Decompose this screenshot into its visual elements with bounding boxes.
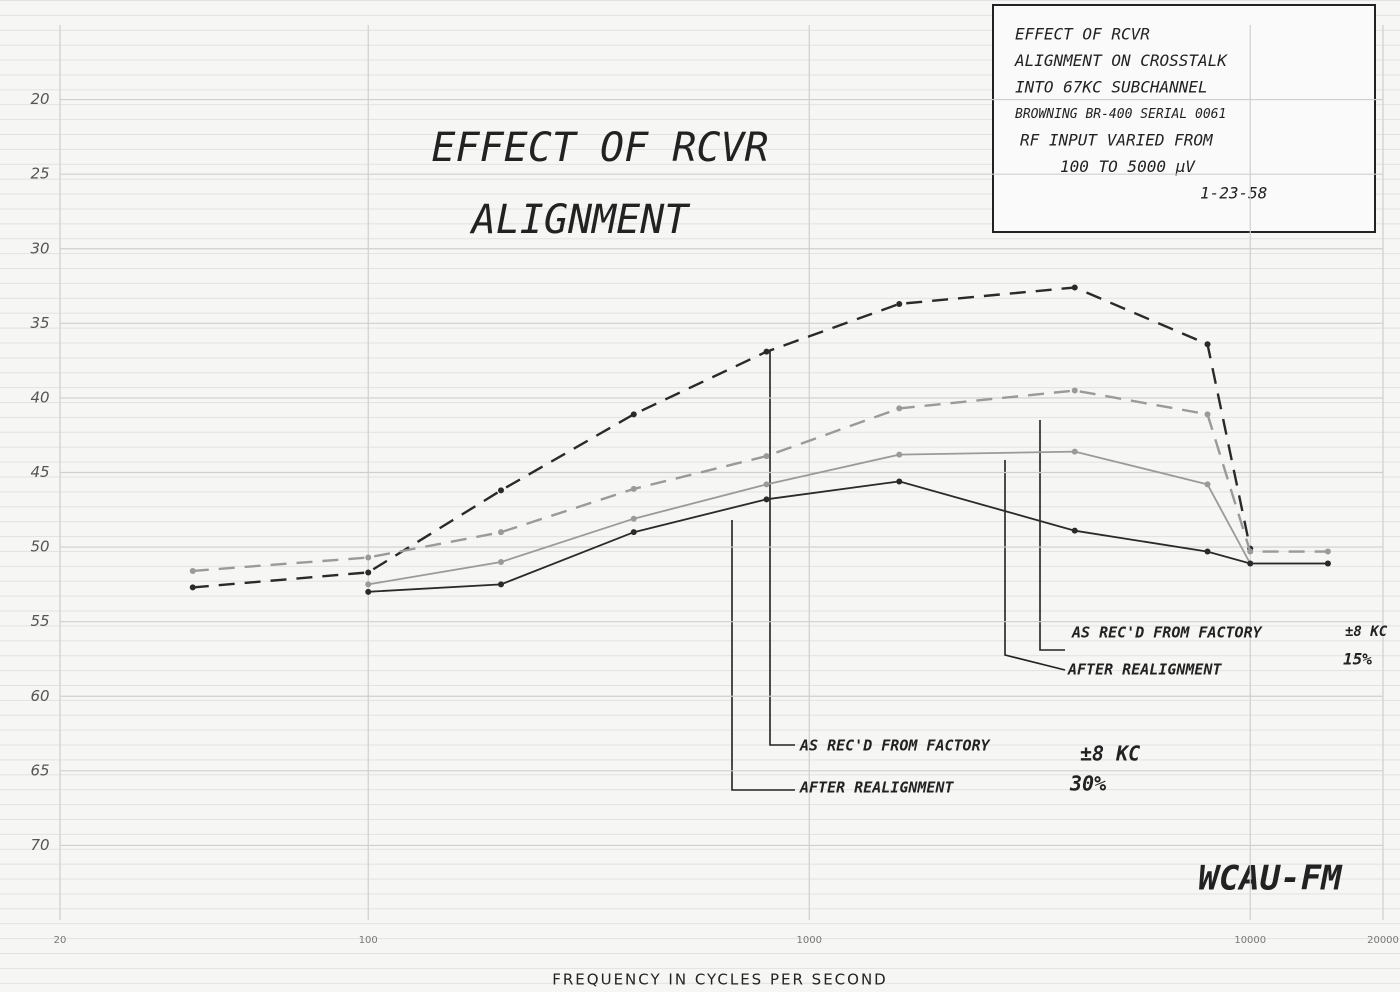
y-tick-label: 40 [30,388,49,406]
series-line [193,288,1250,588]
data-point [1205,481,1211,487]
x-tick-label: 100 [359,935,378,946]
data-point [1072,285,1078,291]
data-point [365,569,371,575]
note-line: RF INPUT VARIED FROM [1020,131,1214,150]
annotation: ±8 KC [1080,742,1140,766]
annotation: AFTER REALIGNMENT [1067,661,1222,679]
data-point [631,486,637,492]
data-point [764,496,770,502]
x-axis-title: FREQUENCY IN CYCLES PER SECOND [552,971,887,989]
note-line: BROWNING BR-400 SERIAL 0061 [1015,107,1226,122]
arrow [1005,460,1065,670]
note-line: 100 TO 5000 µV [1060,157,1196,176]
data-point [631,516,637,522]
series-line [368,452,1328,585]
note-line: EFFECT OF RCVR [1015,25,1150,44]
data-point [498,559,504,565]
data-point [631,529,637,535]
y-tick-label: 45 [30,463,49,481]
note-line: INTO 67KC SUBCHANNEL [1015,78,1208,97]
data-point [896,301,902,307]
chart-page: EFFECT OF RCVR ALIGNMENT FREQUENCY IN CY… [0,0,1400,992]
annotation: 30% [1069,772,1106,796]
data-point [1072,528,1078,534]
y-tick-label: 70 [30,836,49,854]
arrow [732,520,795,790]
x-tick-label: 20000 [1367,935,1399,946]
annotation: ±8 KC [1345,624,1388,640]
data-point [1072,387,1078,393]
data-point [365,555,371,561]
data-point [498,487,504,493]
note-line: 1-23-58 [1200,184,1267,203]
x-tick-label: 20 [54,935,67,946]
data-point [1247,560,1253,566]
data-point [896,478,902,484]
data-point [190,584,196,590]
data-point [1205,341,1211,347]
data-point [498,581,504,587]
chart-title: ALIGNMENT [469,197,692,243]
series-line [368,481,1328,591]
y-tick-label: 60 [30,687,49,705]
data-point [1072,449,1078,455]
data-point [896,452,902,458]
y-tick-label: 35 [30,314,49,332]
data-point [365,589,371,595]
arrow [1040,420,1065,650]
watermark: WCAU-FM [1198,859,1343,899]
annotation: AS REC'D FROM FACTORY [799,737,991,755]
y-tick-label: 25 [30,165,49,183]
data-point [1205,411,1211,417]
annotation: AFTER REALIGNMENT [799,779,954,797]
note-line: ALIGNMENT ON CROSSTALK [1014,51,1228,70]
y-tick-label: 20 [30,90,49,108]
data-point [764,453,770,459]
arrows [732,350,1065,790]
data-point [1325,560,1331,566]
x-tick-label: 1000 [797,935,822,946]
chart: EFFECT OF RCVR ALIGNMENT FREQUENCY IN CY… [0,0,1400,992]
y-tick-label: 50 [30,538,49,556]
annotation: 15% [1343,650,1372,669]
annotation: AS REC'D FROM FACTORY [1071,624,1263,642]
data-point [764,481,770,487]
x-tick-label: 10000 [1234,935,1266,946]
data-point [764,349,770,355]
data-point [896,405,902,411]
data-point [190,568,196,574]
data-point [1325,549,1331,555]
y-tick-label: 65 [30,761,49,779]
data-point [1247,549,1253,555]
data-point [498,529,504,535]
data-point [631,411,637,417]
y-tick-label: 55 [30,612,49,630]
data-point [365,581,371,587]
chart-title: EFFECT OF RCVR [431,125,768,171]
y-tick-label: 30 [30,239,49,257]
data-point [1205,549,1211,555]
